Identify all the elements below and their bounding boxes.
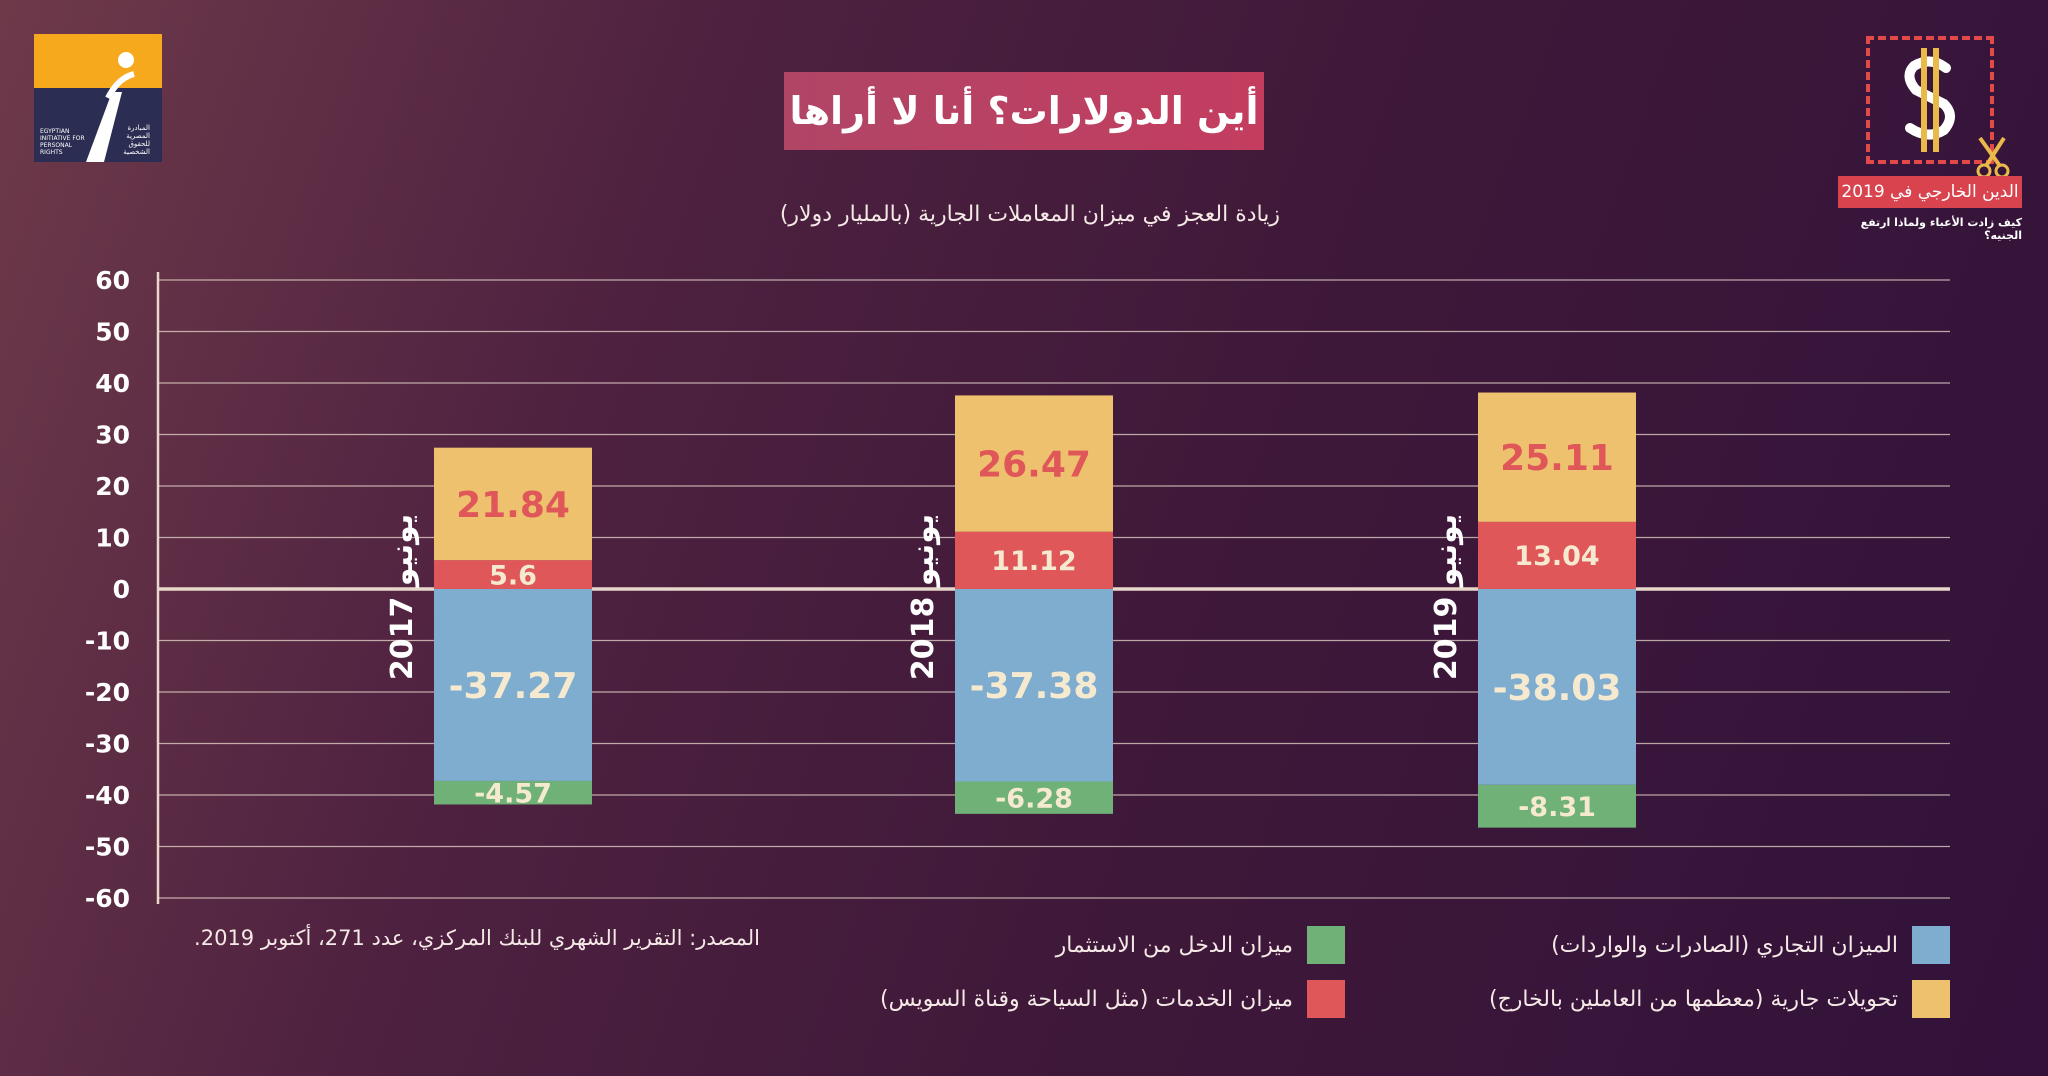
- category-label: يونيو 2019: [1429, 514, 1464, 680]
- y-tick-label: 0: [113, 575, 130, 604]
- data-label-income: -4.57: [474, 778, 552, 809]
- brand-subtitle: كيف زادت الأعباء ولماذا ارتفع الجنيه؟: [1860, 216, 2022, 242]
- y-tick-label: -20: [85, 678, 130, 707]
- y-tick-label: -60: [85, 884, 130, 913]
- legend-item-trade: الميزان التجاري (الصادرات والواردات): [1380, 926, 1950, 964]
- bar-transfers: [434, 447, 592, 561]
- data-label-transfers: 21.84: [456, 485, 570, 526]
- legend-label-transfers: تحويلات جارية (معظمها من العاملين بالخار…: [1488, 986, 1898, 1012]
- y-tick-label: 10: [95, 524, 130, 553]
- data-label-transfers: 25.11: [1500, 438, 1614, 479]
- bar-services: [434, 560, 592, 589]
- y-tick-label: 40: [95, 369, 130, 398]
- legend-item-income: ميزان الدخل من الاستثمار: [760, 926, 1345, 964]
- eipr-logo: EGYPTIAN INITIATIVE FOR PERSONAL RIGHTS …: [34, 34, 162, 162]
- y-tick-label: -40: [85, 781, 130, 810]
- logo-text-ar: المبادرة المصرية للحقوق الشخصية: [123, 124, 150, 156]
- legend-swatch-transfers: [1912, 980, 1950, 1018]
- y-tick-label: -30: [85, 730, 130, 759]
- legend-item-services: ميزان الخدمات (مثل السياحة وقناة السويس): [760, 980, 1345, 1018]
- category-label: يونيو 2017: [385, 514, 420, 680]
- brand-box: [1866, 36, 2010, 179]
- bar-trade: [434, 589, 592, 781]
- data-label-services: 11.12: [991, 546, 1076, 577]
- bar-services: [955, 531, 1113, 589]
- dollar-scissors-icon: [1904, 48, 1955, 152]
- y-tick-label: 30: [95, 421, 130, 450]
- legend-swatch-trade: [1912, 926, 1950, 964]
- bar-transfers: [1478, 392, 1636, 522]
- legend-label-trade: الميزان التجاري (الصادرات والواردات): [1551, 932, 1898, 958]
- page-title: أين الدولارات؟ أنا لا أراها: [789, 89, 1259, 133]
- data-label-trade: -38.03: [1493, 668, 1622, 709]
- bar-transfers: [955, 395, 1113, 532]
- data-label-transfers: 26.47: [977, 445, 1091, 486]
- brand-tag: الدين الخارجي في 2019: [1838, 176, 2022, 208]
- legend-label-services: ميزان الخدمات (مثل السياحة وقناة السويس): [880, 986, 1293, 1012]
- y-tick-label: -50: [85, 833, 130, 862]
- y-tick-label: 20: [95, 472, 130, 501]
- bar-trade: [1478, 589, 1636, 785]
- legend-swatch-income: [1307, 926, 1345, 964]
- logo-road-icon: [86, 52, 135, 162]
- legend-label-income: ميزان الدخل من الاستثمار: [1055, 932, 1293, 958]
- data-label-services: 5.6: [489, 560, 537, 591]
- data-label-income: -6.28: [995, 783, 1073, 814]
- chart-subtitle: زيادة العجز في ميزان المعاملات الجارية (…: [779, 202, 1280, 227]
- logo-text-en: EGYPTIAN INITIATIVE FOR PERSONAL RIGHTS: [40, 128, 85, 156]
- y-tick-label: 50: [95, 318, 130, 347]
- legend-item-transfers: تحويلات جارية (معظمها من العاملين بالخار…: [1380, 980, 1950, 1018]
- bar-income: [955, 781, 1113, 814]
- bar-trade: [955, 589, 1113, 782]
- data-label-trade: -37.27: [449, 666, 578, 707]
- category-label: يونيو 2018: [906, 514, 941, 680]
- y-tick-label: -10: [85, 627, 130, 656]
- bar-services: [1478, 521, 1636, 589]
- legend-swatch-services: [1307, 980, 1345, 1018]
- y-tick-label: 60: [95, 266, 130, 295]
- data-label-trade: -37.38: [970, 666, 1099, 707]
- data-label-income: -8.31: [1518, 792, 1596, 823]
- source-note: المصدر: التقرير الشهري للبنك المركزي، عد…: [194, 926, 760, 950]
- bar-income: [1478, 784, 1636, 828]
- title-box: أين الدولارات؟ أنا لا أراها: [784, 72, 1264, 150]
- bar-income: [434, 780, 592, 805]
- data-label-services: 13.04: [1514, 541, 1599, 572]
